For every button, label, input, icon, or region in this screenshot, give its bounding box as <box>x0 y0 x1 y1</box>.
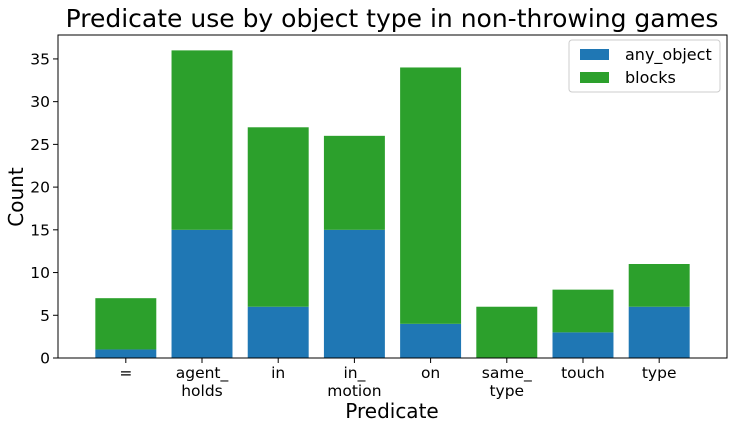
y-tick-label: 20 <box>30 179 50 197</box>
x-tick-label: = <box>119 364 132 382</box>
legend-swatch-blocks <box>580 72 609 83</box>
y-tick-label: 10 <box>30 264 50 282</box>
x-tick-label: touch <box>561 364 605 382</box>
legend-swatch-any-object <box>580 49 609 60</box>
x-tick-label: in_ motion <box>327 364 381 400</box>
bar-blocks-6 <box>552 289 614 333</box>
y-tick-label: 35 <box>30 50 50 68</box>
y-tick-label: 25 <box>30 136 50 154</box>
bar-any-object-1 <box>171 229 233 358</box>
bar-blocks-7 <box>628 264 690 307</box>
bar-any-object-3 <box>323 229 385 358</box>
bar-blocks-2 <box>247 127 309 307</box>
bar-any-object-0 <box>95 349 157 358</box>
plot-frame <box>57 34 728 359</box>
bar-blocks-5 <box>476 306 538 358</box>
bar-any-object-2 <box>247 306 309 358</box>
legend-label-any-object: any_object <box>625 45 712 65</box>
chart-title: Predicate use by object type in non-thro… <box>66 4 719 33</box>
bar-blocks-1 <box>171 50 233 230</box>
y-tick-label: 15 <box>30 221 50 239</box>
bar-blocks-0 <box>95 298 157 350</box>
y-axis: 0 5 10 15 20 25 30 35 <box>30 50 58 368</box>
bar-any-object-7 <box>628 306 690 358</box>
bar-any-object-4 <box>400 323 462 358</box>
x-axis: = agent_ holds in in_ motion on same_ type touch t… <box>119 358 677 400</box>
bar-blocks-4 <box>400 67 462 324</box>
plot-area <box>57 34 728 359</box>
x-tick-label: in <box>271 364 285 382</box>
y-tick-label: 0 <box>40 350 50 368</box>
y-tick-label: 30 <box>30 93 50 111</box>
bar-blocks-3 <box>323 135 385 230</box>
x-tick-label: type <box>642 364 677 382</box>
y-tick-label: 5 <box>40 307 50 325</box>
y-axis-label: Count <box>4 167 28 227</box>
legend-label-blocks: blocks <box>625 68 676 87</box>
x-tick-label: agent_ holds <box>176 364 229 400</box>
bar-any-object-6 <box>552 332 614 358</box>
x-tick-label: same_ type <box>482 364 532 400</box>
x-axis-label: Predicate <box>345 399 438 423</box>
x-tick-label: on <box>421 364 440 382</box>
